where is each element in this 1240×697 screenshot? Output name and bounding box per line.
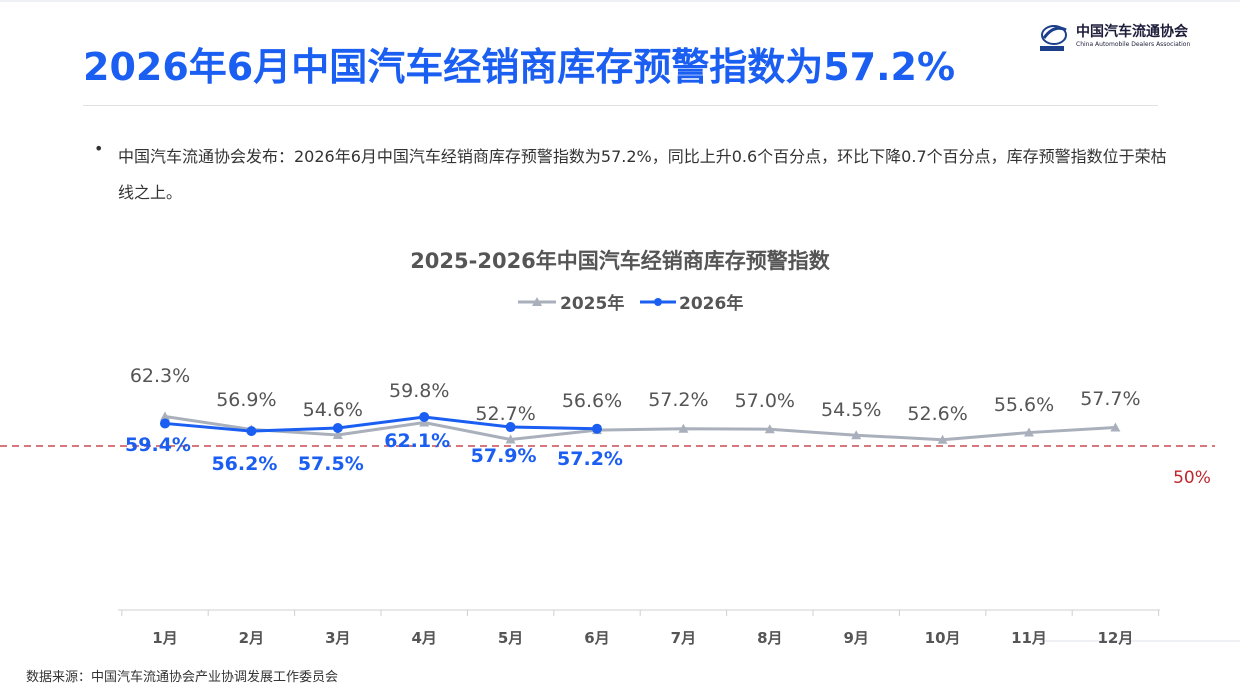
threshold-label: 50% [1173, 468, 1211, 488]
data-label-2026: 57.5% [298, 453, 364, 475]
bullet-text: 中国汽车流通协会发布：2026年6月中国汽车经销商库存预警指数为57.2%，同比… [118, 147, 1167, 202]
data-label-2025: 62.3% [130, 365, 190, 387]
page-title: 2026年6月中国汽车经销商库存预警指数为57.2% [83, 45, 956, 89]
chart-title: 2025-2026年中国汽车经销商库存预警指数 [410, 249, 831, 273]
x-tick-label: 5月 [498, 629, 523, 647]
data-point-2025 [1024, 427, 1034, 437]
x-tick-label: 2月 [239, 629, 264, 647]
x-tick-label: 12月 [1097, 629, 1133, 647]
data-label-2025: 59.8% [389, 380, 449, 402]
source-note: 数据来源：中国汽车流通协会产业协调发展工作委员会 [26, 670, 339, 685]
bullet-dot: • [94, 139, 104, 158]
data-point-2026 [592, 423, 602, 434]
data-label-2025: 57.2% [648, 389, 708, 411]
logo-name-cn: 中国汽车流通协会 [1076, 24, 1188, 40]
x-tick-label: 9月 [843, 629, 868, 647]
legend-label-2025: 2025年 [560, 293, 624, 314]
data-label-2026: 56.2% [211, 453, 277, 475]
data-label-2025: 56.9% [216, 389, 276, 411]
series-line-2025 [164, 414, 1116, 442]
data-point-2026 [160, 418, 170, 429]
data-label-2026: 57.9% [471, 445, 537, 467]
data-label-2025: 57.7% [1080, 388, 1140, 410]
x-tick-label: 1月 [152, 629, 177, 647]
data-point-2025 [419, 417, 430, 427]
data-point-2025 [851, 430, 862, 440]
data-label-2025: 55.6% [994, 394, 1054, 416]
x-tick-label: 6月 [584, 629, 609, 647]
data-label-2025: 56.6% [562, 390, 622, 412]
data-point-2025 [937, 434, 948, 444]
data-label-2025: 54.6% [303, 399, 363, 421]
logo-emblem-icon [1040, 25, 1067, 51]
data-point-2026 [505, 422, 516, 433]
background-line [0, 0, 1240, 2]
x-tick-label: 11月 [1011, 629, 1047, 647]
data-label-2026: 62.1% [384, 430, 450, 452]
data-point-2025 [332, 429, 343, 439]
data-point-2026 [419, 411, 430, 422]
data-point-2025 [678, 423, 689, 433]
data-point-2025 [1110, 422, 1121, 432]
data-label-2025: 54.5% [821, 399, 881, 421]
legend-label-2026: 2026年 [679, 293, 743, 314]
data-label-2025: 57.0% [735, 390, 795, 412]
x-tick-label: 7月 [671, 629, 696, 647]
data-label-2025: 52.7% [475, 403, 535, 425]
legend-marker-2025 [532, 297, 542, 306]
data-point-2025 [160, 411, 170, 421]
data-point-2025 [505, 434, 516, 444]
x-tick-label: 10月 [925, 629, 961, 647]
legend-marker-2026 [654, 298, 662, 306]
logo: 中国汽车流通协会 China Automobile Dealers Associ… [1036, 20, 1226, 60]
x-tick-label: 8月 [757, 629, 782, 647]
data-label-2025: 52.6% [907, 403, 967, 425]
x-tick-label: 3月 [325, 629, 350, 647]
background-line [1040, 640, 1240, 642]
data-point-2026 [246, 426, 257, 437]
data-label-2026: 57.2% [557, 448, 623, 470]
data-point-2025 [764, 424, 775, 434]
logo-name-en: China Automobile Dealers Association [1076, 41, 1191, 48]
line-chart: 2025-2026年中国汽车经销商库存预警指数 2025年 2026年 1月 2月 3月 4… [0, 249, 1215, 647]
title-divider [83, 105, 1158, 106]
x-tick-label: 4月 [411, 629, 436, 647]
data-point-2026 [332, 423, 343, 433]
series-line-2026 [164, 415, 598, 433]
data-label-2026: 59.4% [125, 434, 191, 456]
